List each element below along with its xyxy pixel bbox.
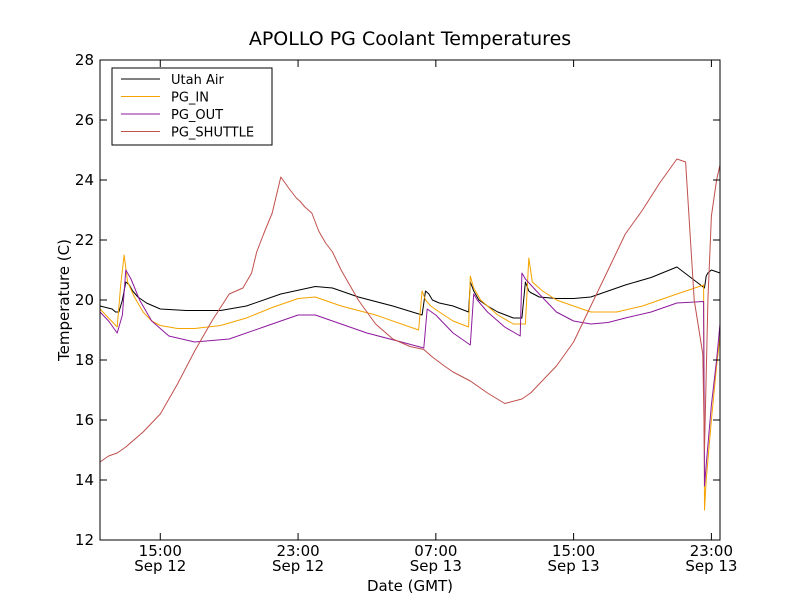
legend-label: PG_OUT [171,108,223,123]
legend-label: PG_IN [171,91,209,106]
x-tick-label-date: Sep 13 [548,557,600,575]
series-layer [99,158,721,511]
y-tick-label: 14 [75,471,94,489]
y-axis: 12 14 16 18 20 22 24 26 28 [75,51,720,549]
legend-label: Utah Air [171,73,224,88]
y-tick-label: 26 [75,111,94,129]
x-tick-label-time: 15:00 [139,542,182,560]
x-tick-label-time: 23:00 [276,542,319,560]
x-tick-label-date: Sep 13 [410,557,462,575]
y-tick-label: 16 [75,411,94,429]
y-axis-label: Temperature (C) [55,239,73,362]
x-tick-label-date: Sep 13 [685,557,737,575]
y-tick-label: 28 [75,51,94,69]
series-line-utah-air [99,266,721,319]
x-tick-label-date: Sep 12 [272,557,324,575]
y-tick-label: 20 [75,291,94,309]
x-axis-label: Date (GMT) [367,577,453,595]
y-tick-label: 12 [75,531,94,549]
series-line-pg-shuttle [99,158,721,463]
series-line-pg-in [99,254,721,511]
legend: Utah Air PG_IN PG_OUT PG_SHUTTLE [111,67,273,146]
y-tick-label: 24 [75,171,94,189]
x-tick-label-time: 07:00 [414,542,457,560]
legend-label: PG_SHUTTLE [171,126,254,141]
x-tick-label-time: 23:00 [690,542,733,560]
legend-box [111,67,273,146]
y-tick-label: 18 [75,351,94,369]
y-tick-label: 22 [75,231,94,249]
series-line-pg-out [99,269,721,487]
x-tick-label-time: 15:00 [552,542,595,560]
chart-title: APOLLO PG Coolant Temperatures [249,28,571,50]
x-tick-label-date: Sep 12 [134,557,186,575]
